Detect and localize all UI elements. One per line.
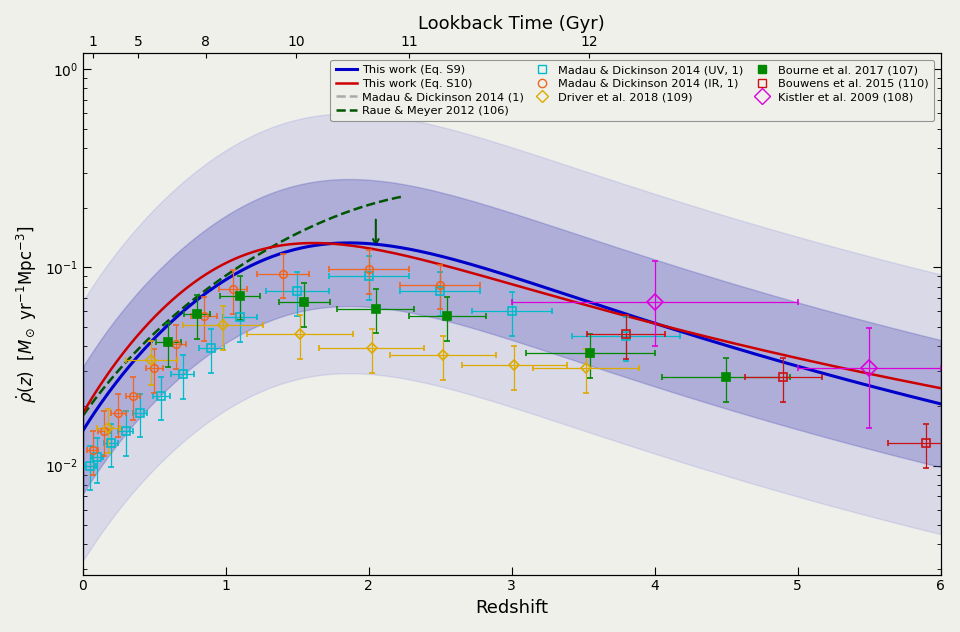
X-axis label: Redshift: Redshift [475,599,548,617]
X-axis label: Lookback Time (Gyr): Lookback Time (Gyr) [419,15,605,33]
Legend: This work (Eq. S9), This work (Eq. S10), Madau & Dickinson 2014 (1), Raue & Meye: This work (Eq. S9), This work (Eq. S10),… [330,59,934,121]
Y-axis label: $\dot{\rho}(z)$  [$M_\odot$ yr$^{-1}$Mpc$^{-3}$]: $\dot{\rho}(z)$ [$M_\odot$ yr$^{-1}$Mpc$… [15,226,39,403]
